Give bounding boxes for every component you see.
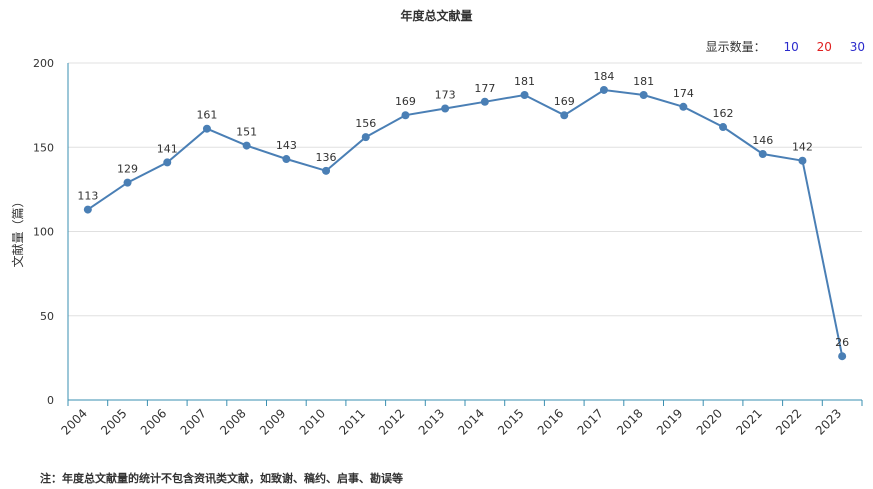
data-point — [599, 85, 608, 94]
data-point — [838, 352, 847, 361]
x-tick-label: 2006 — [138, 406, 169, 437]
data-point — [679, 102, 688, 111]
data-label: 136 — [316, 151, 337, 164]
x-tick-label: 2017 — [575, 406, 606, 437]
display-count-option-30[interactable]: 30 — [849, 40, 865, 54]
x-tick-label: 2018 — [614, 406, 645, 437]
data-label: 142 — [792, 141, 813, 154]
data-label: 161 — [196, 109, 217, 122]
data-point — [480, 97, 489, 106]
data-point — [441, 104, 450, 113]
data-point — [361, 133, 370, 142]
y-axis-title: 文献量（篇） — [10, 195, 25, 267]
y-tick-label: 50 — [40, 310, 54, 323]
data-point — [83, 205, 92, 214]
x-tick-label: 2022 — [773, 406, 804, 437]
x-tick-label: 2008 — [217, 406, 248, 437]
data-label: 184 — [593, 70, 614, 83]
data-label: 174 — [673, 87, 694, 100]
series-line — [87, 88, 844, 357]
data-label: 169 — [395, 95, 416, 108]
x-tick-label: 2011 — [336, 406, 367, 437]
x-tick-label: 2013 — [416, 406, 447, 437]
data-point — [560, 111, 569, 120]
data-point — [719, 123, 728, 132]
data-point — [163, 158, 172, 167]
x-tick-label: 2015 — [495, 406, 526, 437]
x-tick-label: 2004 — [58, 406, 89, 437]
data-label: 141 — [157, 142, 178, 155]
x-tick-label: 2019 — [654, 406, 685, 437]
data-label: 173 — [435, 88, 456, 101]
x-tick-label: 2016 — [535, 406, 566, 437]
data-label: 26 — [835, 336, 849, 349]
x-tick-label: 2005 — [98, 406, 129, 437]
data-label: 162 — [713, 107, 734, 120]
display-count-selector: 显示数量： 10 20 30 — [706, 38, 865, 55]
data-point — [123, 178, 132, 187]
x-tick-label: 2020 — [694, 406, 725, 437]
data-label: 143 — [276, 139, 297, 152]
data-point — [282, 155, 291, 164]
data-label: 129 — [117, 163, 138, 176]
x-tick-label: 2021 — [733, 406, 764, 437]
data-point — [322, 166, 331, 175]
x-tick-label: 2010 — [297, 406, 328, 437]
x-tick-label: 2009 — [257, 406, 288, 437]
display-count-label: 显示数量： — [705, 40, 766, 54]
data-label: 181 — [633, 75, 654, 88]
data-point — [798, 156, 807, 165]
y-tick-label: 150 — [33, 141, 54, 154]
data-point — [520, 91, 529, 100]
data-point — [202, 124, 211, 133]
x-tick-label: 2014 — [455, 406, 486, 437]
data-point — [758, 149, 767, 158]
data-label: 177 — [474, 82, 495, 95]
display-count-option-10[interactable]: 10 — [783, 40, 799, 54]
data-label: 146 — [752, 134, 773, 147]
data-point — [401, 111, 410, 120]
display-count-option-20[interactable]: 20 — [816, 40, 832, 54]
data-point — [242, 141, 251, 150]
x-tick-label: 2007 — [178, 406, 209, 437]
data-label: 156 — [355, 117, 376, 130]
chart-title: 年度总文献量 — [400, 9, 473, 23]
data-label: 181 — [514, 75, 535, 88]
y-tick-label: 100 — [33, 226, 54, 239]
data-label: 169 — [554, 95, 575, 108]
chart-note: 注：年度总文献量的统计不包含资讯类文献，如致谢、稿约、启事、勘误等 — [40, 472, 403, 485]
x-tick-label: 2023 — [813, 406, 844, 437]
y-tick-label: 200 — [33, 57, 54, 70]
data-label: 113 — [77, 190, 98, 203]
y-tick-label: 0 — [47, 394, 54, 407]
x-tick-label: 2012 — [376, 406, 407, 437]
data-label: 151 — [236, 126, 257, 139]
data-point — [639, 91, 648, 100]
